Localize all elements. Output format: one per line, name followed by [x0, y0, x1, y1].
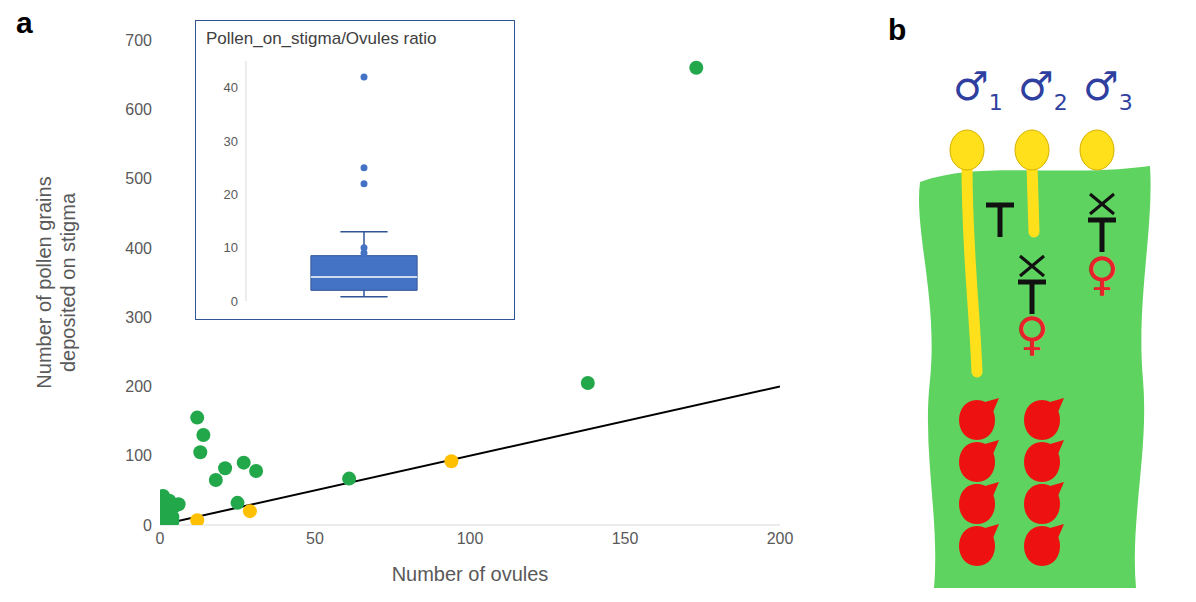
- svg-text:♀: ♀: [1085, 247, 1119, 301]
- svg-text:30: 30: [224, 134, 238, 149]
- svg-text:0: 0: [143, 517, 152, 534]
- svg-text:10: 10: [224, 240, 238, 255]
- svg-text:Number of pollen grainsdeposit: Number of pollen grainsdeposited on stig…: [33, 176, 79, 388]
- svg-text:0: 0: [231, 294, 238, 309]
- svg-text:Number of ovules: Number of ovules: [392, 563, 549, 585]
- svg-text:♂3: ♂3: [1083, 63, 1133, 115]
- svg-text:♀: ♀: [1015, 307, 1049, 361]
- svg-text:150: 150: [612, 530, 639, 547]
- svg-text:100: 100: [457, 530, 484, 547]
- svg-text:♂2: ♂2: [1018, 63, 1068, 115]
- svg-text:500: 500: [125, 170, 152, 187]
- svg-text:b: b: [888, 13, 906, 46]
- svg-text:200: 200: [125, 378, 152, 395]
- svg-text:600: 600: [125, 101, 152, 118]
- svg-text:0: 0: [156, 530, 165, 547]
- svg-text:40: 40: [224, 80, 238, 95]
- svg-text:♂1: ♂1: [953, 63, 1003, 115]
- svg-text:20: 20: [224, 187, 238, 202]
- html-text:Pollen_on_stigma/Ovules ratio: Pollen_on_stigma/Ovules ratio: [206, 29, 437, 48]
- svg-text:50: 50: [306, 530, 324, 547]
- svg-text:200: 200: [767, 530, 794, 547]
- svg-text:100: 100: [125, 447, 152, 464]
- svg-text:300: 300: [125, 309, 152, 326]
- svg-text:700: 700: [125, 32, 152, 49]
- html-text:a: a: [16, 6, 33, 39]
- svg-text:400: 400: [125, 240, 152, 257]
